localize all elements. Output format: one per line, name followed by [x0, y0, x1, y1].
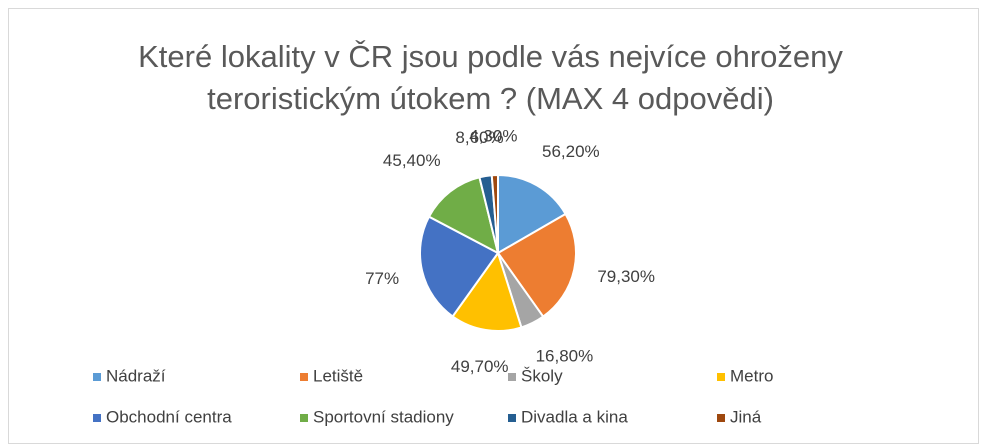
legend-label: Školy	[521, 366, 563, 385]
legend-swatch	[508, 414, 516, 422]
legend-label: Sportovní stadiony	[313, 407, 454, 426]
legend-swatch	[93, 414, 101, 422]
data-label: 8,60%	[455, 128, 503, 147]
chart-frame	[8, 8, 979, 444]
data-label: 4,30%	[469, 127, 517, 146]
legend: Nádraží Letiště Školy Metro Obchodní centra S…	[93, 366, 773, 426]
data-label: 56,20%	[542, 142, 600, 161]
legend-swatch	[93, 373, 101, 381]
data-label: 77%	[365, 269, 399, 288]
legend-label: Jiná	[730, 407, 762, 426]
legend-swatch	[300, 373, 308, 381]
pie-slice	[490, 173, 499, 254]
legend-label: Divadla a kina	[521, 407, 628, 426]
legend-label: Letiště	[313, 366, 363, 385]
legend-label: Metro	[730, 366, 773, 385]
legend-swatch	[508, 373, 516, 381]
legend-swatch	[717, 373, 725, 381]
pie-slice	[427, 176, 500, 255]
data-label: 79,30%	[597, 267, 655, 286]
data-label: 16,80%	[536, 346, 594, 365]
data-label: 49,70%	[451, 357, 509, 376]
legend-label: Obchodní centra	[106, 407, 232, 426]
legend-label: Nádraží	[106, 366, 166, 385]
legend-swatch	[717, 414, 725, 422]
pie-slice	[496, 212, 577, 318]
pie-slice	[419, 215, 500, 318]
pie-slice	[451, 250, 523, 332]
data-label: 45,40%	[383, 151, 441, 170]
pie-slice	[497, 173, 567, 255]
chart-title: Které lokality v ČR jsou podle vás nejví…	[138, 39, 843, 116]
legend-swatch	[300, 414, 308, 422]
